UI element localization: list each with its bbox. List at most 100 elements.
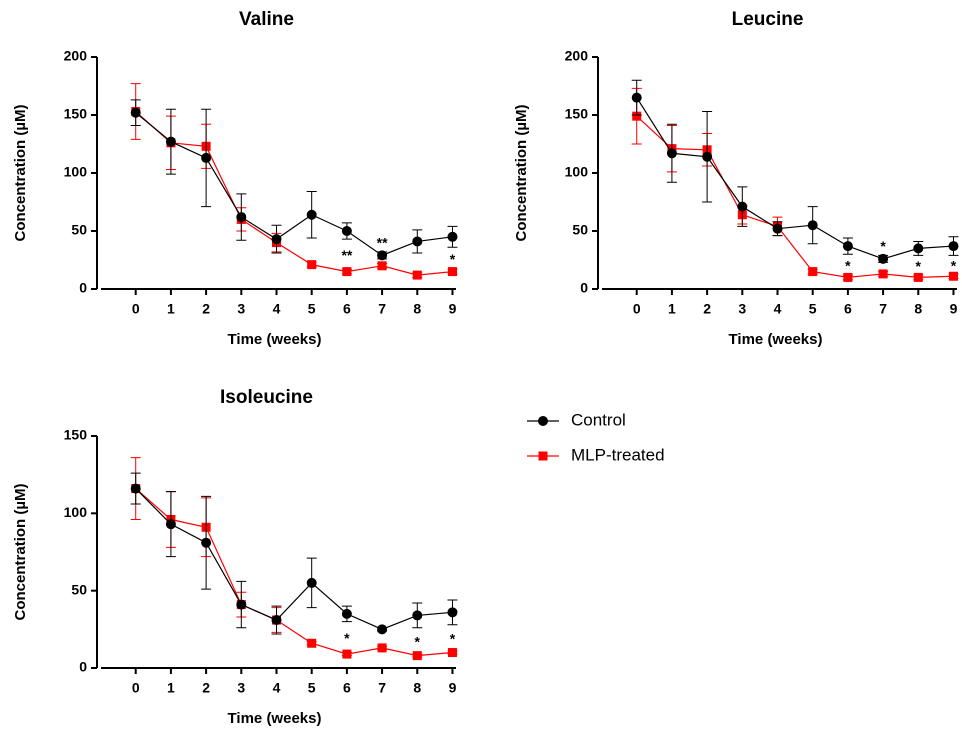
- marker: [377, 261, 387, 271]
- x-tick-label: 5: [308, 301, 316, 317]
- x-tick-label: 2: [703, 301, 711, 317]
- marker: [271, 234, 282, 245]
- y-tick-label: 100: [64, 504, 88, 520]
- x-tick-label: 1: [167, 301, 175, 317]
- marker: [878, 269, 888, 279]
- x-tick-label: 3: [738, 301, 746, 317]
- x-axis-title: Time (weeks): [729, 331, 823, 348]
- y-tick-label: 200: [64, 48, 88, 64]
- marker: [878, 253, 889, 264]
- significance: *: [880, 238, 886, 254]
- marker: [306, 209, 317, 220]
- y-axis-title: Concentration (µM): [12, 105, 29, 242]
- marker: [913, 272, 923, 282]
- marker: [447, 267, 457, 277]
- marker: [341, 226, 352, 236]
- marker: [306, 577, 317, 588]
- legend-label: MLP-treated: [571, 445, 665, 464]
- marker: [842, 241, 853, 252]
- x-tick-label: 2: [202, 301, 210, 317]
- panel: Valine 0 50 100 150 200 0 1 2 3 4 5 6 7 8 9 Time (weeks)…: [12, 9, 458, 348]
- y-tick-label: 0: [79, 659, 87, 675]
- marker: [236, 599, 247, 610]
- marker: [843, 272, 853, 282]
- x-tick-label: 6: [343, 301, 351, 317]
- legend-label: Control: [571, 410, 626, 429]
- series-line: [135, 488, 453, 630]
- x-tick-label: 4: [273, 301, 281, 317]
- significance: *: [415, 634, 421, 650]
- marker: [702, 151, 713, 162]
- x-tick-label: 9: [449, 301, 457, 317]
- marker: [377, 624, 388, 635]
- marker: [342, 649, 352, 659]
- y-tick-label: 50: [71, 581, 87, 597]
- y-axis-title: Concentration (µM): [12, 484, 29, 621]
- marker: [201, 152, 212, 163]
- marker: [412, 651, 422, 661]
- significance: *: [344, 630, 350, 646]
- marker: [913, 243, 924, 254]
- y-tick-label: 100: [64, 164, 88, 180]
- marker: [377, 250, 388, 261]
- x-tick-label: 1: [668, 301, 676, 317]
- marker: [772, 223, 783, 234]
- x-tick-label: 6: [343, 680, 351, 696]
- legend-marker: [538, 416, 548, 426]
- marker: [130, 107, 141, 118]
- panel: Isoleucine 0 50 100 150 0 1 2 3 4 5 6 7 8 9 Time (weeks…: [12, 387, 458, 727]
- x-tick-label: 8: [413, 680, 421, 696]
- series-line: [636, 97, 954, 260]
- marker: [948, 241, 959, 252]
- marker: [341, 608, 352, 619]
- x-tick-label: 5: [308, 680, 316, 696]
- y-tick-label: 150: [64, 106, 88, 122]
- marker: [808, 267, 818, 277]
- marker: [412, 610, 423, 621]
- marker: [447, 607, 458, 618]
- marker: [165, 136, 176, 147]
- y-tick-label: 50: [572, 222, 588, 238]
- y-axis-title: Concentration (µM): [513, 105, 530, 242]
- x-axis-title: Time (weeks): [228, 331, 322, 348]
- marker: [807, 220, 818, 231]
- x-tick-label: 3: [237, 680, 245, 696]
- y-tick-label: 100: [565, 164, 589, 180]
- x-tick-label: 7: [378, 680, 386, 696]
- series-line: [636, 115, 954, 279]
- marker: [447, 648, 457, 658]
- marker: [307, 638, 317, 648]
- marker: [130, 483, 141, 494]
- y-tick-label: 150: [565, 106, 589, 122]
- marker: [737, 201, 748, 212]
- x-tick-label: 3: [237, 301, 245, 317]
- marker: [201, 537, 212, 548]
- panel-title: Leucine: [732, 9, 804, 30]
- x-tick-label: 4: [774, 301, 782, 317]
- marker: [236, 212, 247, 223]
- series-line: [135, 111, 453, 276]
- significance: *: [450, 251, 456, 267]
- marker: [632, 111, 642, 121]
- marker: [631, 92, 642, 103]
- marker: [165, 519, 176, 530]
- x-tick-label: 0: [132, 301, 140, 317]
- marker: [271, 615, 282, 626]
- significance: *: [845, 257, 851, 273]
- x-tick-label: 0: [132, 680, 140, 696]
- marker: [412, 270, 422, 280]
- y-tick-label: 200: [565, 48, 589, 64]
- x-tick-label: 7: [879, 301, 887, 317]
- panel-title: Isoleucine: [220, 387, 313, 408]
- marker: [307, 260, 317, 270]
- significance: **: [341, 247, 352, 263]
- x-tick-label: 1: [167, 680, 175, 696]
- x-tick-label: 9: [950, 301, 958, 317]
- series-line: [135, 112, 453, 257]
- x-tick-label: 9: [449, 680, 457, 696]
- x-axis-title: Time (weeks): [228, 710, 322, 727]
- x-tick-label: 6: [844, 301, 852, 317]
- legend-marker: [538, 451, 548, 461]
- x-tick-label: 2: [202, 680, 210, 696]
